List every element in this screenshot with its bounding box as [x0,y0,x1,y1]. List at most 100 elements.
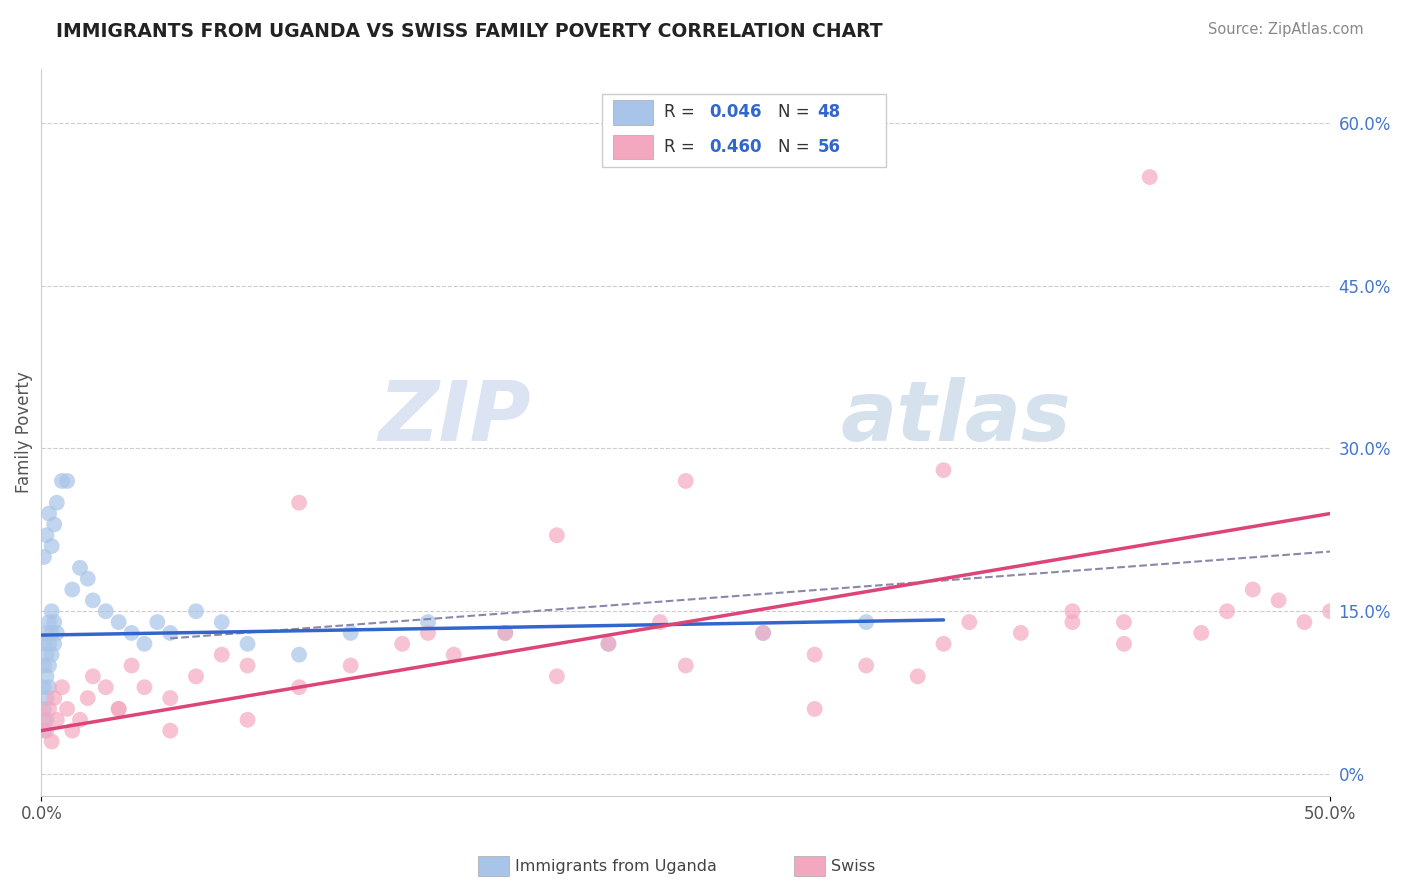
Point [38,702,60,716]
Point [32,549,55,564]
Point [94,680,117,694]
Point [159,626,181,640]
Point [416,615,439,629]
Point [675,658,697,673]
Point [41,734,63,748]
Point [236,658,259,673]
Point [1062,604,1084,618]
Point [35,669,58,683]
Point [803,702,825,716]
Point [45,626,67,640]
Point [416,626,439,640]
Point [1139,170,1161,185]
Point [41,648,63,662]
Point [236,637,259,651]
Point [35,626,58,640]
Point [35,713,58,727]
Point [159,691,181,706]
Point [82,669,104,683]
Point [339,658,361,673]
Text: Immigrants from Uganda: Immigrants from Uganda [515,859,717,873]
Point [855,658,877,673]
Point [675,474,697,488]
Point [932,637,955,651]
Point [184,669,207,683]
Point [35,691,58,706]
Point [45,713,67,727]
Point [35,648,58,662]
Point [1010,626,1032,640]
Point [38,507,60,521]
Point [38,615,60,629]
Point [1112,637,1135,651]
Point [32,680,55,694]
Point [51,474,73,488]
Point [1112,615,1135,629]
Point [82,593,104,607]
Point [211,648,233,662]
Point [56,474,79,488]
Text: IMMIGRANTS FROM UGANDA VS SWISS FAMILY POVERTY CORRELATION CHART: IMMIGRANTS FROM UGANDA VS SWISS FAMILY P… [56,22,883,41]
Point [38,658,60,673]
Point [494,626,516,640]
Point [35,723,58,738]
Point [211,615,233,629]
Point [1294,615,1316,629]
Point [1189,626,1212,640]
Point [35,528,58,542]
Point [41,626,63,640]
Point [32,702,55,716]
Point [107,702,129,716]
Point [957,615,980,629]
Point [69,713,91,727]
Point [107,702,129,716]
Point [1216,604,1239,618]
Point [288,648,311,662]
Point [803,648,825,662]
Point [855,615,877,629]
Point [134,680,156,694]
Point [60,582,83,597]
Point [288,680,311,694]
Point [121,626,143,640]
Point [648,615,671,629]
Point [45,496,67,510]
Text: ZIP: ZIP [378,377,531,458]
Point [752,626,775,640]
Point [32,658,55,673]
Point [1241,582,1264,597]
Point [932,463,955,477]
Text: Swiss: Swiss [831,859,875,873]
Point [752,626,775,640]
Point [598,637,620,651]
Point [134,637,156,651]
Point [546,669,568,683]
Point [907,669,929,683]
Point [159,723,181,738]
Point [32,713,55,727]
Point [69,561,91,575]
Point [38,637,60,651]
Point [51,680,73,694]
Point [391,637,413,651]
Y-axis label: Family Poverty: Family Poverty [15,371,32,493]
Point [494,626,516,640]
Point [38,680,60,694]
Point [121,658,143,673]
Point [41,539,63,553]
Point [44,691,66,706]
Point [546,528,568,542]
Point [32,723,55,738]
Point [76,572,98,586]
Point [1267,593,1289,607]
Text: atlas: atlas [841,377,1071,458]
Point [184,604,207,618]
Point [288,496,311,510]
Point [107,615,129,629]
Point [236,713,259,727]
Point [94,604,117,618]
Point [598,637,620,651]
Point [44,615,66,629]
Point [443,648,465,662]
Point [1319,604,1341,618]
